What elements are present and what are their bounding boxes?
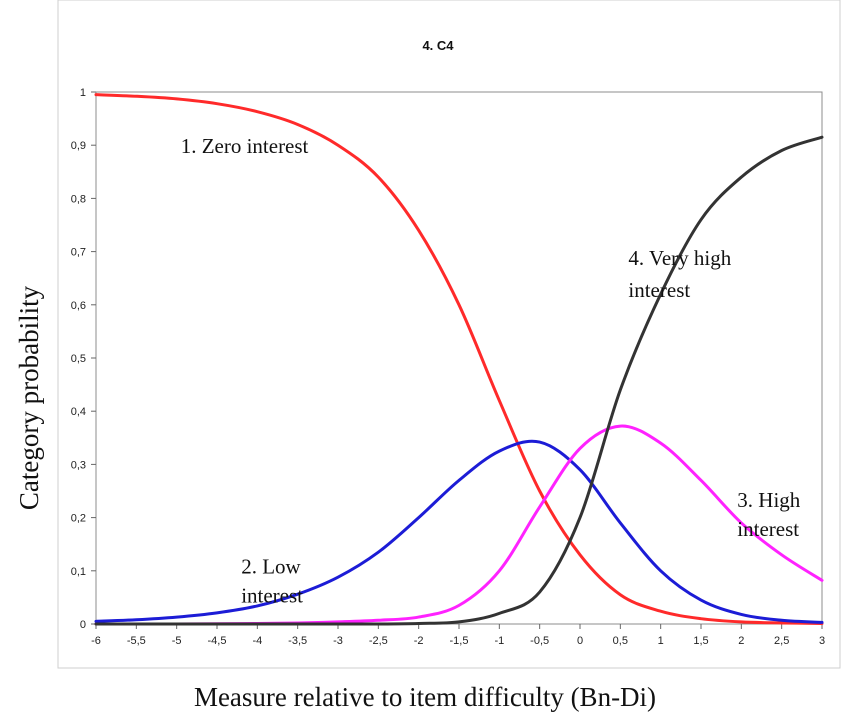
x-tick-label: -2,5 [369,635,388,647]
x-tick-label: -2 [414,635,424,647]
plot-area [95,91,823,625]
x-axis-label: Measure relative to item difficulty (Bn-… [194,682,656,712]
curve-label: interest [241,584,303,608]
curve-label: interest [737,517,799,541]
x-tick-label: -5,5 [127,635,146,647]
y-axis-ticks: 0 0,1 0,2 0,3 0,4 0,5 0,6 0,7 0,8 0,9 1 [71,87,96,631]
curve-label: 2. Low [241,554,301,578]
y-tick-label: 0,7 [71,247,86,259]
curve-label: 3. High [737,488,801,512]
x-tick-label: -4,5 [208,635,227,647]
x-tick-label: 3 [819,635,825,647]
x-tick-label: 2 [738,635,744,647]
y-tick-label: 0,2 [71,513,86,525]
series-line-1 [94,93,824,625]
curve-label: 1. Zero interest [181,134,309,158]
x-tick-label: -1 [494,635,504,647]
curve-label: 4. Very high [628,246,731,270]
y-tick-label: 0,8 [71,193,86,205]
y-tick-label: 0,5 [71,353,86,365]
x-axis-ticks: -6 -5,5 -5 -4,5 -4 -3,5 -3 -2,5 -2 -1,5 -1 -0,5 0 0,5… [91,624,825,647]
y-tick-label: 0,9 [71,140,86,152]
x-tick-label: -4 [252,635,262,647]
y-tick-label: 0,6 [71,300,86,312]
y-axis-label: Category probability [14,285,44,510]
y-tick-label: 0,1 [71,566,86,578]
y-tick-label: 0,4 [71,406,86,418]
y-tick-label: 0 [80,619,86,631]
x-tick-label: -1,5 [450,635,469,647]
y-tick-label: 0,3 [71,459,86,471]
x-tick-label: 0,5 [613,635,628,647]
x-tick-label: -0,5 [530,635,549,647]
x-tick-label: 0 [577,635,583,647]
chart-title: 4. C4 [422,38,454,53]
x-tick-label: -3,5 [288,635,307,647]
x-tick-label: 1 [658,635,664,647]
x-tick-label: -3 [333,635,343,647]
series-line-2 [94,439,824,624]
series-layer [94,93,824,626]
curve-label: interest [628,278,690,302]
x-tick-label: -6 [91,635,101,647]
x-tick-label: 1,5 [693,635,708,647]
y-tick-label: 1 [80,87,86,99]
x-tick-label: -5 [172,635,182,647]
series-line-4 [94,135,824,626]
annotation-layer: 1. Zero interest 2. Low interest 3. High int… [181,134,801,608]
x-tick-label: 2,5 [774,635,789,647]
